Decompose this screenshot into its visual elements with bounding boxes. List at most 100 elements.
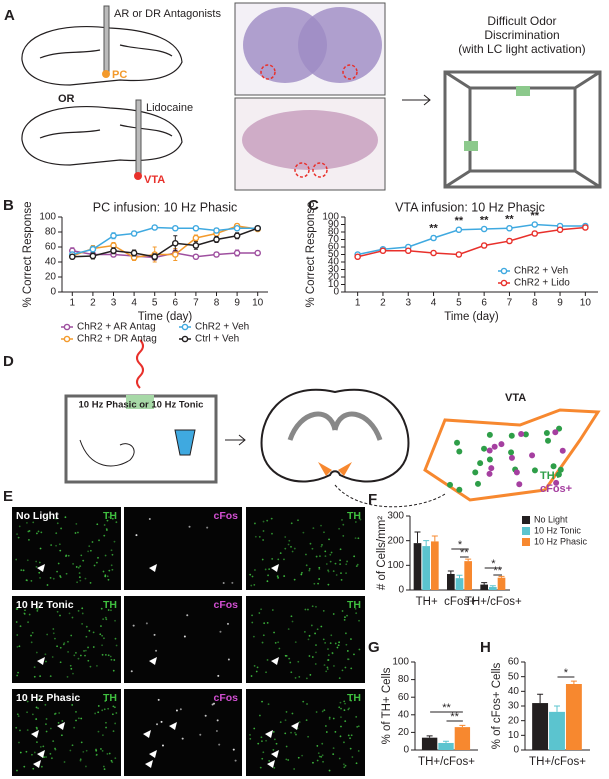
cell — [354, 607, 357, 610]
cell — [70, 667, 73, 670]
cell — [315, 555, 318, 558]
cell — [145, 622, 148, 625]
cell — [306, 703, 308, 705]
marker — [254, 249, 262, 257]
cell — [319, 555, 321, 558]
cell — [279, 721, 282, 724]
cell — [311, 605, 314, 608]
cell — [357, 537, 360, 540]
cell — [75, 719, 77, 722]
cell-dots — [447, 425, 566, 493]
cell — [103, 768, 106, 771]
cannula — [135, 99, 142, 177]
cell-dot — [486, 447, 493, 454]
cell — [36, 607, 39, 610]
cell — [98, 539, 100, 542]
cell — [303, 631, 306, 633]
y-tick-label: 80 — [45, 227, 57, 238]
cell — [148, 518, 151, 521]
cell — [25, 750, 28, 753]
panel-label: B — [3, 197, 14, 214]
cell — [70, 634, 73, 637]
panel-label: F — [368, 491, 377, 508]
cell — [39, 547, 42, 550]
cell — [153, 633, 156, 636]
x-tick-label: 2 — [90, 298, 96, 309]
x-tick-label: cFos+ — [444, 596, 476, 608]
cell — [347, 734, 350, 737]
cell — [75, 523, 78, 525]
cell — [316, 759, 319, 762]
cell — [40, 531, 43, 534]
cell — [358, 648, 361, 651]
x-tick-label: 5 — [456, 298, 462, 309]
cell — [79, 654, 82, 657]
cell — [318, 566, 321, 569]
label: 10 Hz Phasic or 10 Hz Tonic — [79, 400, 204, 411]
cell — [97, 705, 100, 707]
cell — [112, 669, 115, 672]
error-bar — [554, 705, 560, 712]
cell-dot — [488, 465, 495, 472]
cell — [356, 563, 359, 566]
cell — [81, 622, 83, 625]
cell — [58, 543, 61, 546]
cell-dot — [474, 480, 481, 487]
cell — [75, 651, 77, 654]
cell — [325, 563, 328, 565]
cell — [260, 608, 263, 611]
cell — [339, 548, 342, 551]
legend-swatch — [522, 538, 530, 546]
cell — [49, 727, 52, 730]
cell-dot — [518, 430, 525, 437]
cell — [103, 534, 106, 537]
cell — [249, 733, 251, 736]
cell — [345, 632, 347, 635]
cell — [100, 748, 102, 750]
cell — [77, 717, 80, 720]
cell — [267, 574, 269, 577]
line — [72, 227, 258, 258]
cell — [328, 716, 331, 719]
cell — [287, 543, 290, 546]
brain-sketch — [21, 25, 183, 166]
cell — [346, 614, 348, 617]
cell — [329, 560, 332, 563]
cell — [250, 675, 253, 677]
cell — [101, 644, 103, 647]
cell — [79, 759, 82, 762]
significance: * — [458, 539, 463, 551]
cell — [315, 711, 318, 713]
y-tick-label: 200 — [387, 535, 404, 546]
cell — [227, 658, 230, 661]
x-tick-label: 1 — [355, 298, 361, 309]
cell — [288, 539, 291, 542]
cell-dot — [447, 481, 454, 488]
cell — [110, 759, 113, 762]
cell — [277, 641, 280, 644]
significance: * — [491, 558, 496, 570]
cell — [19, 729, 21, 732]
marker — [192, 224, 200, 232]
cell — [78, 576, 81, 579]
cell — [304, 608, 307, 611]
cell — [33, 675, 36, 678]
cell — [103, 637, 105, 640]
cell — [183, 635, 186, 638]
cell — [349, 737, 351, 740]
legend-label: ChR2 + Veh — [514, 266, 568, 277]
cell — [199, 733, 202, 736]
cell — [338, 706, 341, 709]
y-tick-label: 0 — [398, 585, 404, 596]
y-tick-label: 80 — [398, 674, 410, 685]
cell — [101, 709, 104, 712]
x-tick-label: 6 — [481, 298, 487, 309]
cell-dot — [486, 470, 493, 477]
cell-dot — [481, 445, 488, 452]
cell — [293, 547, 296, 550]
micrograph — [124, 596, 242, 683]
arrowhead — [149, 657, 157, 665]
cell — [36, 532, 38, 535]
cell — [294, 731, 296, 734]
cell-dot — [516, 481, 523, 488]
